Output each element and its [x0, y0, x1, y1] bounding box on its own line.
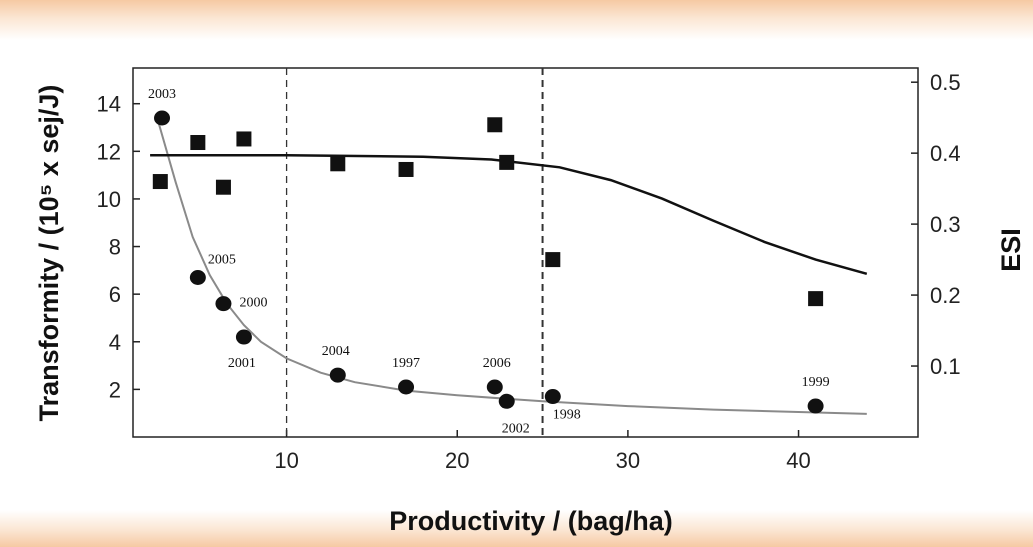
x-tick-label-40: 40	[786, 448, 810, 473]
transformity-point-1997	[398, 379, 415, 395]
esi-point-6	[487, 117, 503, 133]
y-left-tick-label-6: 6	[109, 282, 121, 307]
point-label-2003: 2003	[148, 87, 176, 102]
y-left-tick-label-2: 2	[109, 377, 121, 402]
transformity-point-1998	[544, 389, 561, 405]
transformity-point-2002	[498, 393, 515, 409]
point-label-2005: 2005	[208, 252, 236, 267]
esi-point-9	[808, 291, 824, 307]
y-right-tick-label-0.5: 0.5	[930, 70, 961, 95]
esi-point-4	[330, 156, 346, 172]
y-left-tick-label-14: 14	[97, 92, 121, 117]
transformity-point-2001	[235, 329, 252, 345]
point-label-2002: 2002	[502, 421, 530, 436]
y-left-axis-title: Transformity / (10⁵ x sej/J)	[34, 85, 64, 422]
y-left-tick-label-8: 8	[109, 235, 121, 260]
transformity-point-2006	[486, 379, 503, 395]
esi-point-0	[152, 174, 168, 190]
y-left-tick-label-12: 12	[97, 139, 121, 164]
x-tick-label-30: 30	[616, 448, 640, 473]
x-tick-label-20: 20	[445, 448, 469, 473]
y-right-tick-label-0.3: 0.3	[930, 212, 961, 237]
point-label-1998: 1998	[553, 408, 581, 423]
x-axis-title: Productivity / (bag/ha)	[389, 506, 673, 536]
transformity-point-1999	[807, 398, 824, 414]
transformity-point-2004	[329, 367, 346, 383]
point-label-2004: 2004	[322, 344, 350, 359]
y-right-tick-label-0.4: 0.4	[930, 141, 961, 166]
esi-point-3	[236, 131, 252, 147]
esi-point-8	[545, 252, 561, 268]
transformity-point-2005	[189, 269, 206, 285]
fit-curve-left	[157, 122, 867, 415]
point-label-2006: 2006	[483, 356, 511, 371]
point-label-1997: 1997	[392, 356, 420, 371]
y-left-tick-label-4: 4	[109, 330, 121, 355]
y-left-tick-label-10: 10	[97, 187, 121, 212]
point-label-1999: 1999	[802, 375, 830, 390]
fit-curve-right	[150, 154, 868, 276]
esi-point-7	[499, 154, 515, 170]
plot-frame	[132, 67, 919, 438]
y-right-tick-label-0.1: 0.1	[930, 354, 961, 379]
esi-point-1	[190, 135, 206, 151]
esi-point-5	[398, 161, 414, 177]
x-tick-label-10: 10	[274, 448, 298, 473]
y-right-axis-title: ESI	[996, 228, 1026, 272]
point-label-2000: 2000	[239, 296, 267, 311]
y-right-tick-label-0.2: 0.2	[930, 283, 961, 308]
transformity-point-2003	[154, 110, 171, 126]
transformity-point-2000	[215, 296, 232, 312]
esi-point-2	[215, 179, 231, 195]
point-label-2001: 2001	[228, 356, 256, 371]
